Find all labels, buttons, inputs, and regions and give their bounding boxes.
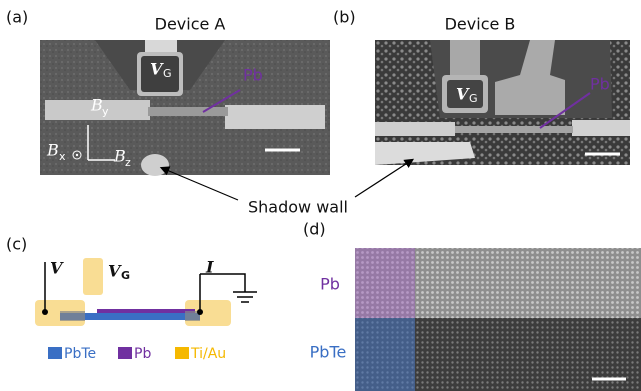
legend-label: Ti/Au (190, 346, 226, 362)
material-label: Pb (243, 66, 263, 85)
gate-sub: G (121, 269, 130, 282)
panel-label: (a) (6, 8, 28, 27)
axis-sub: y (102, 105, 109, 118)
current-label: I (205, 258, 214, 277)
panel-label: (c) (6, 235, 27, 254)
axis-sub: z (125, 156, 131, 169)
legend-label: PbTe (64, 346, 96, 362)
gate-label: V (150, 60, 164, 79)
arrow (355, 160, 412, 197)
gate-label: V (108, 262, 122, 281)
material-label: Pb (590, 75, 610, 94)
panel-label: (d) (303, 220, 326, 239)
gate-sub: G (469, 92, 478, 105)
panel-label: (b) (333, 8, 356, 27)
legend-label: Pb (134, 346, 151, 362)
gate-sub: G (163, 67, 172, 80)
panel-title: Device B (445, 15, 516, 34)
sem-image-b (375, 40, 630, 165)
gate-label: V (456, 85, 470, 104)
annotation: Shadow wall (248, 198, 348, 217)
figure: (a) Device A V G Pb B y B x B z (b) Devi… (0, 0, 641, 391)
schematic (35, 258, 257, 359)
axis-label: B (46, 141, 59, 160)
layer-label: Pb (320, 275, 340, 294)
sem-image-a (40, 40, 330, 176)
panel-title: Device A (155, 15, 226, 34)
voltage-label: V (50, 259, 64, 278)
tem-image (355, 248, 641, 391)
axis-sub: x (59, 150, 66, 163)
layer-label: PbTe (310, 343, 347, 362)
